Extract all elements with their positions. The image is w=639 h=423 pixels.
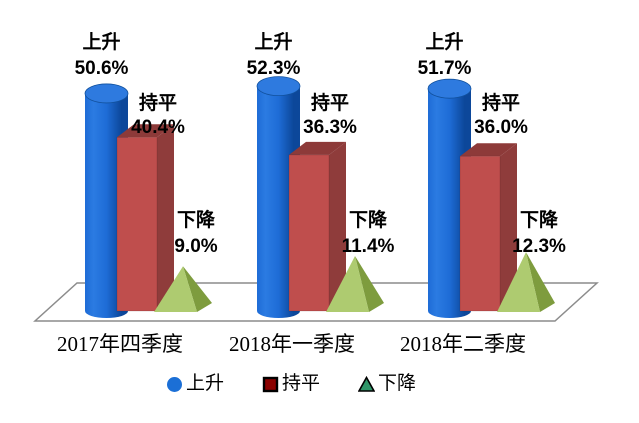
legend-label-rise: 上升 [186, 373, 225, 394]
box-top-face [289, 141, 346, 155]
value-label-rise: 52.3% [247, 58, 301, 79]
box-front-face [116, 136, 158, 312]
series-label-rise: 上升 [425, 31, 463, 53]
cylinder-top [256, 76, 301, 97]
pyramid-front-face [497, 252, 540, 312]
legend-triangle-icon [358, 375, 376, 393]
series-label-flat: 持平 [139, 91, 177, 114]
category-label: 2018年一季度 [229, 332, 355, 356]
series-label-fall: 下降 [520, 208, 559, 231]
legend-item-fall: 下降 [358, 373, 416, 395]
series-label-rise: 上升 [254, 31, 292, 53]
value-label-fall: 9.0% [174, 236, 217, 257]
value-label-rise: 50.6% [75, 58, 129, 79]
pyramid-right-face [183, 266, 212, 312]
value-label-flat: 36.0% [474, 117, 528, 138]
box-side-face [157, 124, 174, 311]
cylinder-top [84, 83, 129, 104]
series-label-flat: 持平 [311, 91, 349, 114]
value-label-flat: 36.3% [303, 117, 357, 138]
box-top-face [460, 143, 517, 157]
box-front-face [288, 154, 330, 312]
box-top-face [117, 124, 174, 138]
legend-item-rise: 上升 [166, 373, 224, 395]
series-label-flat: 持平 [482, 91, 520, 114]
legend-square-icon [262, 376, 279, 393]
category-label: 2017年四季度 [57, 332, 183, 356]
value-label-rise: 51.7% [418, 58, 472, 79]
series-label-rise: 上升 [82, 31, 120, 53]
legend-circle-icon [166, 376, 183, 393]
pyramid-front-face [326, 255, 369, 312]
value-label-fall: 12.3% [512, 236, 566, 257]
pyramid-right-face [355, 255, 384, 312]
series-label-fall: 下降 [177, 208, 216, 231]
legend-item-flat: 持平 [262, 373, 320, 395]
legend-label-fall: 下降 [378, 373, 417, 394]
value-label-flat: 40.4% [131, 117, 185, 138]
pyramid-right-face [526, 252, 555, 312]
bar-chart-3d: 上升 50.6% 持平 40.4% 下降 9.0% 2017年四季度 上升 52.3% 持平 36.… [33, 31, 599, 356]
series-label-fall: 下降 [349, 208, 388, 231]
box-front-face [459, 155, 501, 312]
pyramid-front-face [154, 266, 197, 312]
value-label-fall: 11.4% [342, 236, 395, 257]
chart-legend: 上升 持平 下降 [166, 373, 416, 395]
box-side-face [500, 143, 517, 311]
category-label: 2018年二季度 [400, 332, 526, 356]
legend-label-flat: 持平 [282, 373, 321, 394]
box-side-face [329, 141, 346, 311]
cylinder-top [427, 78, 472, 99]
